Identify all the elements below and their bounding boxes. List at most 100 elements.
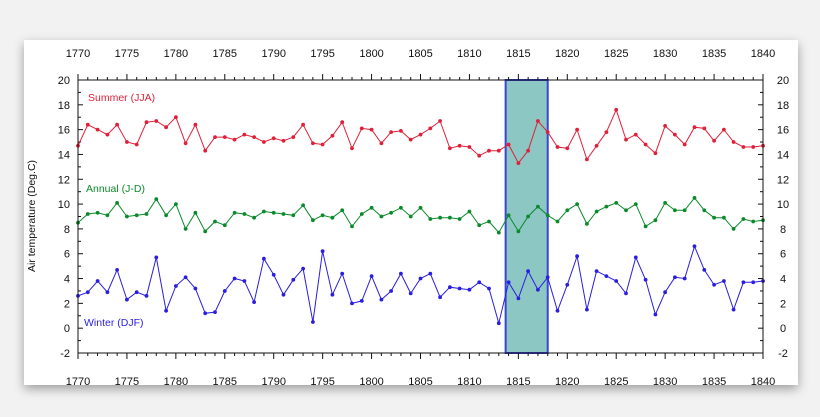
data-point-summer xyxy=(438,119,442,123)
data-point-winter xyxy=(242,279,247,283)
data-point-summer xyxy=(262,140,266,144)
x-tick-label-bottom: 1840 xyxy=(751,376,775,388)
x-tick-label-top: 1770 xyxy=(66,48,90,60)
data-point-annual xyxy=(614,201,619,205)
chart-panel xyxy=(24,40,798,385)
data-point-winter xyxy=(350,301,354,306)
y-tick-label-right: 12 xyxy=(777,174,789,186)
data-point-summer xyxy=(232,137,237,142)
y-tick-label-left: 6 xyxy=(64,249,70,261)
y-tick-label-left: 18 xyxy=(58,100,70,112)
data-point-summer xyxy=(134,142,139,147)
x-tick-label-top: 1800 xyxy=(359,48,383,60)
data-point-winter xyxy=(438,295,442,300)
x-tick-label-bottom: 1770 xyxy=(66,376,90,388)
data-point-summer xyxy=(125,140,129,144)
data-point-summer xyxy=(624,137,628,142)
data-point-summer xyxy=(653,151,658,156)
data-point-winter xyxy=(506,280,511,285)
data-point-annual xyxy=(281,212,286,216)
y-tick-label-right: 6 xyxy=(780,249,786,261)
data-point-annual xyxy=(653,218,658,223)
x-tick-label-top: 1825 xyxy=(604,48,628,60)
y-axis-title: Air temperature (Deg.C) xyxy=(26,160,38,272)
data-point-summer xyxy=(663,124,667,128)
data-point-winter xyxy=(95,279,100,283)
data-point-annual xyxy=(585,222,589,226)
data-point-annual xyxy=(330,215,335,220)
data-point-winter xyxy=(291,277,296,282)
data-point-winter xyxy=(213,310,217,314)
data-point-annual xyxy=(682,208,687,213)
data-point-winter xyxy=(115,268,119,272)
data-point-annual xyxy=(663,201,667,205)
data-point-winter xyxy=(262,256,266,261)
data-point-annual xyxy=(555,219,560,224)
data-point-annual xyxy=(115,201,119,205)
x-tick-label-top: 1810 xyxy=(457,48,481,60)
x-tick-label-top: 1785 xyxy=(213,48,237,60)
data-point-summer xyxy=(281,138,286,143)
data-point-winter xyxy=(232,276,237,281)
x-tick-label-bottom: 1800 xyxy=(359,376,383,388)
data-point-summer xyxy=(594,143,599,148)
data-point-winter xyxy=(281,292,286,297)
data-point-summer xyxy=(516,161,521,166)
y-tick-label-right: 14 xyxy=(777,149,789,161)
data-point-annual xyxy=(340,208,345,213)
data-point-summer xyxy=(320,142,325,147)
data-point-winter xyxy=(555,308,560,313)
data-point-annual xyxy=(105,213,110,218)
data-point-summer xyxy=(614,107,619,112)
data-point-winter xyxy=(174,284,178,288)
y-tick-label-right: 18 xyxy=(777,100,789,112)
data-point-winter xyxy=(741,280,746,285)
data-point-annual xyxy=(565,208,570,213)
data-point-annual xyxy=(438,215,442,220)
data-point-annual xyxy=(604,204,609,209)
data-point-annual xyxy=(359,212,364,216)
data-point-annual xyxy=(399,205,403,210)
data-point-summer xyxy=(487,148,491,153)
data-point-summer xyxy=(174,115,178,120)
data-point-winter xyxy=(311,320,315,324)
series-line-winter xyxy=(77,244,764,326)
data-point-winter xyxy=(702,268,707,272)
top-axis-ticks: 1770 1775 1780 1785 1790 1795 1800 1805 1810 1815… xyxy=(66,48,775,80)
data-point-summer xyxy=(311,141,315,146)
data-point-summer xyxy=(428,126,433,131)
plot-frame xyxy=(77,79,764,354)
x-tick-label-bottom: 1775 xyxy=(115,376,139,388)
data-point-summer xyxy=(154,119,159,123)
data-point-winter xyxy=(125,297,129,302)
left-axis-ticks: -2 0 2 4 6 8 10 12 14 16 18 20 xyxy=(58,75,83,360)
data-point-summer xyxy=(330,133,335,138)
x-tick-label-bottom: 1835 xyxy=(702,376,726,388)
series-layer xyxy=(76,107,765,326)
data-point-annual xyxy=(222,223,227,228)
data-point-winter xyxy=(399,271,403,276)
data-point-summer xyxy=(575,127,579,132)
data-point-summer xyxy=(643,142,648,147)
x-tick-label-bottom: 1815 xyxy=(506,376,530,388)
x-tick-label-top: 1780 xyxy=(164,48,188,60)
data-point-winter xyxy=(164,308,169,313)
data-point-annual xyxy=(692,196,697,200)
data-point-summer xyxy=(477,153,482,158)
data-point-winter xyxy=(633,255,638,260)
data-point-winter xyxy=(565,282,570,287)
data-point-summer xyxy=(418,132,423,137)
x-tick-label-top: 1840 xyxy=(751,48,775,60)
data-point-summer xyxy=(702,126,707,131)
data-point-winter xyxy=(203,311,208,316)
data-point-winter xyxy=(604,274,609,278)
data-point-summer xyxy=(526,148,530,153)
data-point-annual xyxy=(144,212,149,216)
data-point-summer xyxy=(731,140,736,144)
data-point-annual xyxy=(389,210,393,215)
data-point-winter xyxy=(389,289,393,293)
data-point-annual xyxy=(741,217,746,221)
data-point-annual xyxy=(125,214,129,219)
data-point-summer xyxy=(457,143,462,148)
x-tick-label-bottom: 1785 xyxy=(213,376,237,388)
